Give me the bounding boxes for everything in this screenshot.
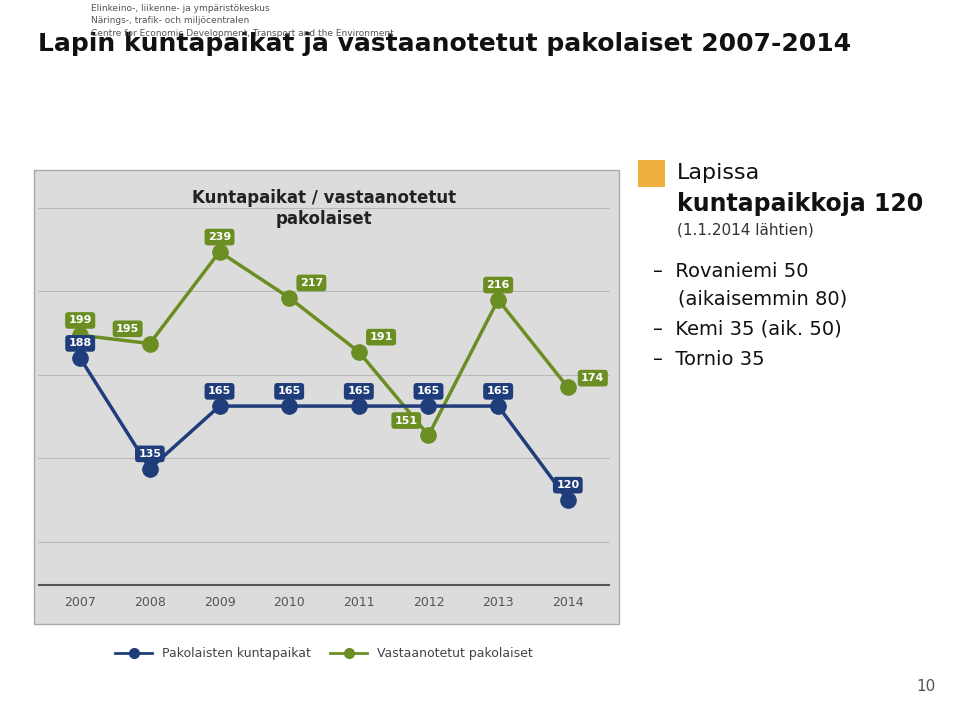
Text: 165: 165 (487, 386, 510, 397)
Text: 10: 10 (917, 679, 936, 694)
Text: Lapin kuntapaikat ja vastaanotetut pakolaiset 2007-2014: Lapin kuntapaikat ja vastaanotetut pakol… (38, 32, 852, 56)
Text: 174: 174 (581, 373, 605, 383)
Text: 195: 195 (116, 324, 139, 334)
Text: 2012: 2012 (413, 596, 444, 609)
Text: 2014: 2014 (552, 596, 584, 609)
Text: 2013: 2013 (482, 596, 514, 609)
Text: 191: 191 (370, 332, 393, 342)
Text: 2007: 2007 (64, 596, 96, 609)
Text: –  Kemi 35 (aik. 50): – Kemi 35 (aik. 50) (653, 320, 842, 339)
Legend: Pakolaisten kuntapaikat, Vastaanotetut pakolaiset: Pakolaisten kuntapaikat, Vastaanotetut p… (109, 643, 539, 665)
Text: kuntapaikkoja 120: kuntapaikkoja 120 (677, 192, 924, 216)
Text: 2009: 2009 (204, 596, 235, 609)
Text: 165: 165 (208, 386, 231, 397)
Text: Närings-, trafik- och miljöcentralen: Närings-, trafik- och miljöcentralen (91, 16, 250, 25)
Text: –  Rovaniemi 50: – Rovaniemi 50 (653, 262, 808, 281)
Text: 216: 216 (487, 280, 510, 290)
Text: 165: 165 (277, 386, 300, 397)
Text: 165: 165 (348, 386, 371, 397)
Text: 135: 135 (138, 449, 161, 459)
Text: 188: 188 (68, 339, 92, 349)
Text: 217: 217 (300, 278, 323, 288)
Text: Kuntapaikat / vastaanotetut
pakolaiset: Kuntapaikat / vastaanotetut pakolaiset (192, 189, 456, 228)
Text: 151: 151 (395, 416, 418, 426)
Text: Elinkeino-, liikenne- ja ympäristökeskus: Elinkeino-, liikenne- ja ympäristökeskus (91, 4, 270, 13)
Text: 165: 165 (417, 386, 440, 397)
Text: Centre for Economic Development, Transport and the Environment: Centre for Economic Development, Transpo… (91, 29, 394, 38)
Text: Lapissa: Lapissa (677, 163, 760, 182)
Text: (aikaisemmin 80): (aikaisemmin 80) (653, 290, 847, 309)
Text: 2011: 2011 (343, 596, 374, 609)
Text: 239: 239 (208, 232, 231, 242)
Text: (1.1.2014 lähtien): (1.1.2014 lähtien) (677, 223, 813, 238)
Text: –  Tornio 35: – Tornio 35 (653, 350, 764, 369)
Text: 199: 199 (68, 315, 92, 325)
Text: 2008: 2008 (133, 596, 166, 609)
Text: 2010: 2010 (274, 596, 305, 609)
Text: 120: 120 (556, 480, 580, 490)
